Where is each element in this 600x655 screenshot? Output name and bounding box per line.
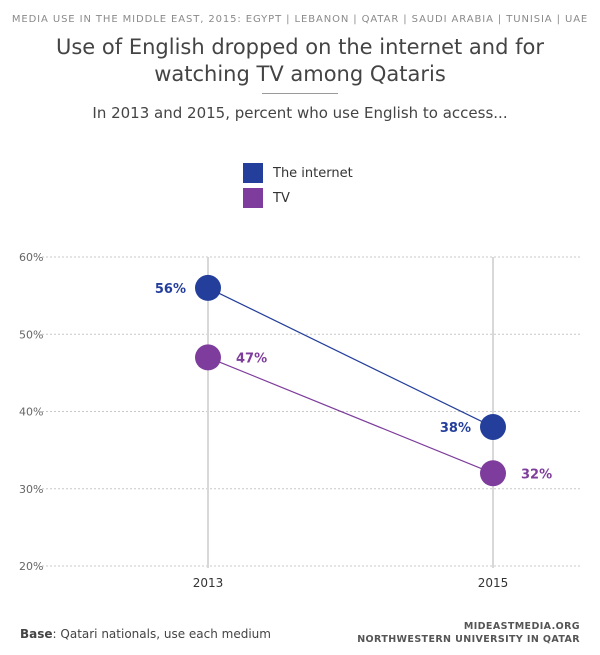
- data-label: 32%: [521, 467, 552, 482]
- legend-swatch-internet: [243, 163, 263, 183]
- data-label: 38%: [440, 421, 471, 436]
- base-note: Base: Qatari nationals, use each medium: [20, 627, 271, 641]
- legend-label-internet: The internet: [273, 165, 353, 181]
- x-tick-label: 2015: [478, 576, 509, 590]
- legend-label-tv: TV: [273, 190, 290, 206]
- base-text: : Qatari nationals, use each medium: [52, 627, 271, 641]
- y-tick-label: 20%: [19, 560, 43, 573]
- y-tick-label: 60%: [19, 251, 43, 264]
- y-tick-label: 50%: [19, 328, 43, 341]
- data-label: 56%: [155, 282, 186, 297]
- y-tick-label: 30%: [19, 483, 43, 496]
- x-tick-label: 2013: [193, 576, 224, 590]
- series-line: [207, 356, 494, 474]
- data-label: 47%: [236, 351, 267, 366]
- chart-title: Use of English dropped on the internet a…: [56, 35, 544, 86]
- kicker-text: MEDIA USE IN THE MIDDLE EAST, 2015: EGYP…: [11, 14, 589, 25]
- data-point: [195, 274, 221, 301]
- series-line: [207, 287, 494, 428]
- chart-subtitle: In 2013 and 2015, percent who use Englis…: [92, 104, 508, 122]
- data-point: [195, 344, 221, 371]
- base-label: Base: [20, 627, 53, 641]
- source-site: MIDEASTMEDIA.ORG: [463, 621, 580, 632]
- data-point: [480, 460, 506, 487]
- y-tick-label: 40%: [19, 406, 43, 419]
- source-org: NORTHWESTERN UNIVERSITY IN QATAR: [357, 634, 580, 645]
- legend: The internet TV: [243, 161, 353, 211]
- source-credit: MIDEASTMEDIA.ORG NORTHWESTERN UNIVERSITY…: [357, 620, 580, 646]
- title-divider: [262, 93, 338, 94]
- legend-item-tv: TV: [243, 186, 353, 210]
- data-point: [480, 413, 506, 440]
- legend-item-internet: The internet: [243, 161, 353, 185]
- legend-swatch-tv: [243, 188, 263, 208]
